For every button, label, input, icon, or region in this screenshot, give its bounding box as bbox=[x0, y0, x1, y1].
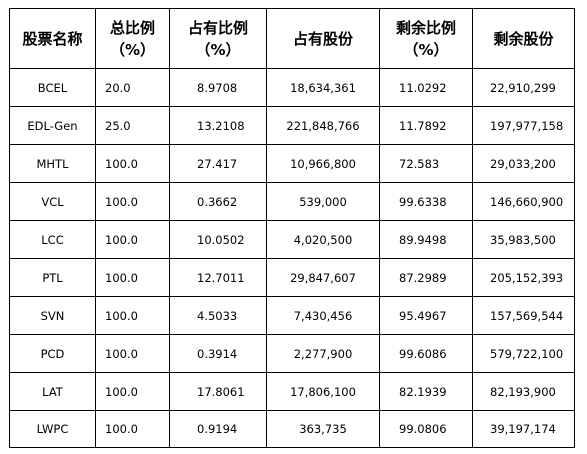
table-row: MHTL 100.0 27.417 10,966,800 72.583 29,0… bbox=[9, 144, 575, 183]
cell-stock-name: PCD bbox=[9, 334, 96, 373]
header-remaining-ratio: 剩余比例 （%） bbox=[379, 8, 473, 69]
cell-total-ratio: 100.0 bbox=[95, 144, 170, 183]
cell-held-ratio: 27.417 bbox=[169, 144, 267, 183]
cell-stock-name: BCEL bbox=[9, 68, 96, 107]
header-held-ratio-unit: （%） bbox=[195, 40, 241, 59]
cell-stock-name: SVN bbox=[9, 296, 96, 335]
cell-held-shares: 10,966,800 bbox=[266, 144, 380, 183]
cell-total-ratio: 100.0 bbox=[95, 334, 170, 373]
cell-remaining-ratio: 72.583 bbox=[379, 144, 473, 183]
cell-remaining-ratio: 89.9498 bbox=[379, 220, 473, 259]
table-row: VCL 100.0 0.3662 539,000 99.6338 146,660… bbox=[9, 182, 575, 221]
cell-total-ratio: 100.0 bbox=[95, 410, 170, 448]
cell-remaining-ratio: 11.7892 bbox=[379, 106, 473, 145]
header-total-ratio-unit: （%） bbox=[109, 40, 156, 59]
cell-held-ratio: 10.0502 bbox=[169, 220, 267, 259]
table-row: PTL 100.0 12.7011 29,847,607 87.2989 205… bbox=[9, 258, 575, 297]
share-allocation-table: 股票名称 总比例 （%） 占有比例 （%） 占有股份 剩余比例 （%） 剩余股份… bbox=[9, 8, 575, 448]
cell-held-ratio: 12.7011 bbox=[169, 258, 267, 297]
cell-remaining-ratio: 95.4967 bbox=[379, 296, 473, 335]
cell-remaining-shares: 35,983,500 bbox=[472, 220, 575, 259]
header-total-ratio-label: 总比例 bbox=[109, 18, 155, 37]
cell-total-ratio: 100.0 bbox=[95, 182, 170, 221]
table-row: LAT 100.0 17.8061 17,806,100 82.1939 82,… bbox=[9, 372, 575, 411]
cell-held-ratio: 0.3914 bbox=[169, 334, 267, 373]
table-row: LCC 100.0 10.0502 4,020,500 89.9498 35,9… bbox=[9, 220, 575, 259]
header-remaining-ratio-unit: （%） bbox=[403, 40, 449, 59]
cell-held-shares: 363,735 bbox=[266, 410, 380, 448]
cell-held-ratio: 17.8061 bbox=[169, 372, 267, 411]
cell-held-shares: 18,634,361 bbox=[266, 68, 380, 107]
cell-held-ratio: 0.9194 bbox=[169, 410, 267, 448]
header-held-ratio: 占有比例 （%） bbox=[169, 8, 267, 69]
table-row: SVN 100.0 4.5033 7,430,456 95.4967 157,5… bbox=[9, 296, 575, 335]
cell-held-ratio: 4.5033 bbox=[169, 296, 267, 335]
cell-total-ratio: 20.0 bbox=[95, 68, 170, 107]
cell-remaining-ratio: 99.6338 bbox=[379, 182, 473, 221]
cell-remaining-shares: 82,193,900 bbox=[472, 372, 575, 411]
cell-remaining-shares: 205,152,393 bbox=[472, 258, 575, 297]
cell-total-ratio: 25.0 bbox=[95, 106, 170, 145]
header-stock-name: 股票名称 bbox=[9, 8, 96, 69]
cell-held-shares: 4,020,500 bbox=[266, 220, 380, 259]
cell-total-ratio: 100.0 bbox=[95, 258, 170, 297]
cell-held-shares: 2,277,900 bbox=[266, 334, 380, 373]
cell-remaining-shares: 22,910,299 bbox=[472, 68, 575, 107]
table-row: PCD 100.0 0.3914 2,277,900 99.6086 579,7… bbox=[9, 334, 575, 373]
cell-stock-name: LCC bbox=[9, 220, 96, 259]
header-held-ratio-label: 占有比例 bbox=[187, 18, 248, 37]
cell-stock-name: PTL bbox=[9, 258, 96, 297]
cell-held-shares: 221,848,766 bbox=[266, 106, 380, 145]
cell-held-ratio: 0.3662 bbox=[169, 182, 267, 221]
cell-remaining-ratio: 87.2989 bbox=[379, 258, 473, 297]
cell-held-ratio: 8.9708 bbox=[169, 68, 267, 107]
cell-stock-name: MHTL bbox=[9, 144, 96, 183]
cell-total-ratio: 100.0 bbox=[95, 220, 170, 259]
cell-held-shares: 7,430,456 bbox=[266, 296, 380, 335]
cell-stock-name: EDL-Gen bbox=[9, 106, 96, 145]
cell-remaining-shares: 39,197,174 bbox=[472, 410, 575, 448]
table-row: LWPC 100.0 0.9194 363,735 99.0806 39,197… bbox=[9, 410, 575, 448]
cell-stock-name: VCL bbox=[9, 182, 96, 221]
cell-remaining-shares: 197,977,158 bbox=[472, 106, 575, 145]
cell-held-shares: 29,847,607 bbox=[266, 258, 380, 297]
cell-remaining-ratio: 82.1939 bbox=[379, 372, 473, 411]
table-header-row: 股票名称 总比例 （%） 占有比例 （%） 占有股份 剩余比例 （%） 剩余股份 bbox=[9, 8, 575, 69]
cell-held-ratio: 13.2108 bbox=[169, 106, 267, 145]
cell-remaining-ratio: 99.6086 bbox=[379, 334, 473, 373]
cell-held-shares: 539,000 bbox=[266, 182, 380, 221]
cell-remaining-shares: 29,033,200 bbox=[472, 144, 575, 183]
cell-stock-name: LAT bbox=[9, 372, 96, 411]
header-total-ratio: 总比例 （%） bbox=[95, 8, 170, 69]
cell-total-ratio: 100.0 bbox=[95, 296, 170, 335]
header-remaining-ratio-label: 剩余比例 bbox=[395, 18, 456, 37]
cell-total-ratio: 100.0 bbox=[95, 372, 170, 411]
cell-remaining-shares: 146,660,900 bbox=[472, 182, 575, 221]
table-row: EDL-Gen 25.0 13.2108 221,848,766 11.7892… bbox=[9, 106, 575, 145]
cell-remaining-shares: 157,569,544 bbox=[472, 296, 575, 335]
header-held-shares: 占有股份 bbox=[266, 8, 380, 69]
table-row: BCEL 20.0 8.9708 18,634,361 11.0292 22,9… bbox=[9, 68, 575, 107]
cell-remaining-ratio: 99.0806 bbox=[379, 410, 473, 448]
cell-stock-name: LWPC bbox=[9, 410, 96, 448]
cell-remaining-ratio: 11.0292 bbox=[379, 68, 473, 107]
cell-held-shares: 17,806,100 bbox=[266, 372, 380, 411]
cell-remaining-shares: 579,722,100 bbox=[472, 334, 575, 373]
header-remaining-shares: 剩余股份 bbox=[472, 8, 575, 69]
